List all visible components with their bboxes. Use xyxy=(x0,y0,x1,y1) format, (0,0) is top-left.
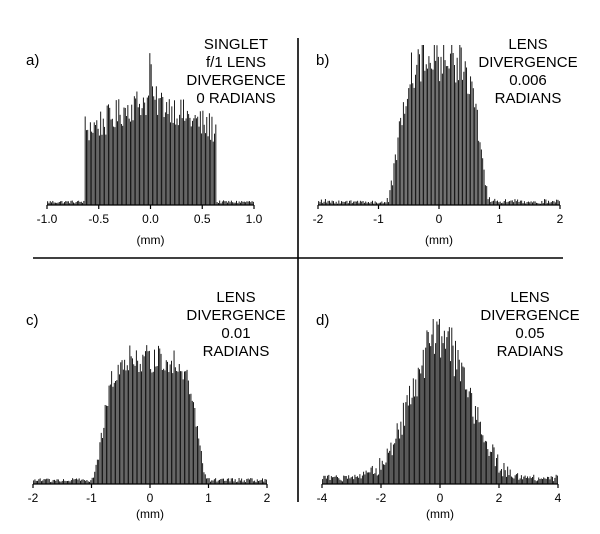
x-tick-label: 1 xyxy=(496,212,503,226)
panel-letter: a) xyxy=(26,52,39,69)
histogram-bars xyxy=(318,45,560,205)
x-axis-label: (mm) xyxy=(425,233,453,247)
histogram-bars xyxy=(47,53,254,205)
x-tick-label: 4 xyxy=(555,491,562,505)
histogram-bars xyxy=(33,345,267,484)
panel-caption-line: RADIANS xyxy=(203,343,270,360)
x-tick-label: -2 xyxy=(376,491,387,505)
x-tick-label: 1.0 xyxy=(246,212,263,226)
x-tick-label: -4 xyxy=(317,491,328,505)
x-tick-label: 0 xyxy=(147,491,154,505)
x-tick-label: -1.0 xyxy=(37,212,58,226)
x-tick-label: -0.5 xyxy=(88,212,109,226)
panel-caption-line: DIVERGENCE xyxy=(186,72,285,89)
x-tick-label: -1 xyxy=(86,491,97,505)
x-tick-label: 2 xyxy=(557,212,564,226)
panel-caption-line: 0.006 xyxy=(509,72,547,89)
x-axis-label: (mm) xyxy=(136,507,164,521)
panel-caption-line: RADIANS xyxy=(497,343,564,360)
panel-caption-line: LENS xyxy=(508,36,547,53)
x-tick-label: -2 xyxy=(313,212,324,226)
panel-caption-line: 0 RADIANS xyxy=(196,90,275,107)
x-tick-label: 0 xyxy=(436,212,443,226)
panel-caption-line: 0.01 xyxy=(221,325,250,342)
panel-caption-line: 0.05 xyxy=(515,325,544,342)
panel-letter: b) xyxy=(316,52,329,69)
x-tick-label: 2 xyxy=(496,491,503,505)
panel-caption-line: DIVERGENCE xyxy=(480,307,579,324)
panel-letter: d) xyxy=(316,312,329,329)
histogram-bars xyxy=(322,319,558,484)
panel-caption-line: LENS xyxy=(216,289,255,306)
x-tick-label: 0.0 xyxy=(142,212,159,226)
x-tick-label: 2 xyxy=(264,491,271,505)
panel-letter: c) xyxy=(26,312,39,329)
panel-caption-line: f/1 LENS xyxy=(206,54,266,71)
panel-caption-line: DIVERGENCE xyxy=(186,307,285,324)
panel-caption-line: SINGLET xyxy=(204,36,268,53)
panel-caption-line: RADIANS xyxy=(495,90,562,107)
x-axis-label: (mm) xyxy=(426,507,454,521)
x-tick-label: 0.5 xyxy=(194,212,211,226)
x-axis-label: (mm) xyxy=(137,233,165,247)
panel-caption-line: DIVERGENCE xyxy=(478,54,577,71)
x-tick-label: -1 xyxy=(373,212,384,226)
x-tick-label: -2 xyxy=(28,491,39,505)
x-tick-label: 1 xyxy=(205,491,212,505)
x-tick-label: 0 xyxy=(437,491,444,505)
panel-caption-line: LENS xyxy=(510,289,549,306)
